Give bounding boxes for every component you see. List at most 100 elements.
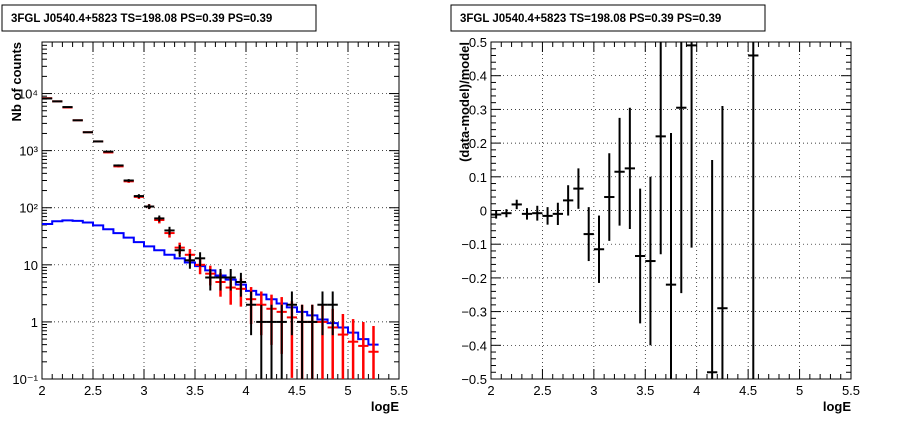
x-tick-label: 4.5 bbox=[739, 383, 757, 398]
right-chart-title: 3FGL J0540.4+5823 TS=198.08 PS=0.39 PS=0… bbox=[460, 13, 721, 25]
left-data-marks bbox=[42, 97, 379, 379]
y-tick-label: 10⁴ bbox=[18, 87, 38, 102]
residual-point bbox=[563, 185, 574, 216]
y-tick-label: 0.5 bbox=[469, 35, 487, 50]
y-tick-label: −0.4 bbox=[461, 338, 487, 353]
residual-point bbox=[717, 106, 728, 379]
x-tick-label: 3 bbox=[590, 383, 597, 398]
y-tick-label: 0 bbox=[480, 204, 487, 219]
data-point bbox=[82, 131, 93, 134]
data-point bbox=[256, 304, 267, 379]
x-tick-label: 5.5 bbox=[842, 383, 860, 398]
data-point bbox=[215, 268, 226, 291]
data-point bbox=[164, 226, 175, 235]
data-point bbox=[174, 245, 185, 257]
data-point bbox=[297, 304, 308, 379]
x-tick-label: 5.5 bbox=[390, 383, 408, 398]
residual-point bbox=[583, 207, 594, 262]
x-tick-label: 2 bbox=[38, 383, 45, 398]
model-point bbox=[368, 326, 379, 379]
data-point bbox=[113, 164, 124, 167]
x-tick-label: 3 bbox=[140, 383, 147, 398]
left-x-axis-label: logE bbox=[371, 399, 399, 414]
left-plot-frame bbox=[41, 41, 400, 380]
data-point bbox=[205, 268, 216, 291]
x-tick-label: 3.5 bbox=[636, 383, 654, 398]
x-tick-label: 5 bbox=[344, 383, 351, 398]
residual-point bbox=[532, 205, 543, 221]
data-point bbox=[276, 304, 287, 379]
residual-point bbox=[501, 209, 512, 218]
residual-point bbox=[511, 199, 522, 210]
data-point bbox=[144, 204, 155, 210]
y-tick-label: −0.2 bbox=[461, 271, 487, 286]
data-point bbox=[327, 291, 338, 336]
residual-point bbox=[686, 42, 697, 248]
model-point bbox=[358, 321, 369, 379]
data-point bbox=[62, 106, 73, 109]
right-axis-ticks: 2 2.5 3 3.5 4 4.5 5 5.5 −0.5 −0.4 −0.3 −0.2 −0.1 0 0.1… bbox=[461, 35, 860, 398]
residual-point bbox=[573, 168, 584, 209]
residual-point bbox=[593, 215, 605, 283]
data-point bbox=[286, 291, 297, 336]
residual-point bbox=[665, 132, 677, 379]
x-tick-label: 4.5 bbox=[288, 383, 306, 398]
right-title-box bbox=[450, 4, 766, 32]
y-tick-label: 10 bbox=[24, 258, 38, 273]
model-point bbox=[348, 319, 359, 379]
residual-point bbox=[521, 208, 533, 220]
data-point bbox=[195, 252, 206, 267]
data-point bbox=[133, 194, 144, 199]
x-tick-label: 3.5 bbox=[186, 383, 204, 398]
x-tick-label: 2.5 bbox=[84, 383, 102, 398]
y-tick-label: 0.2 bbox=[469, 136, 487, 151]
residual-point bbox=[707, 159, 718, 379]
data-point bbox=[246, 291, 257, 336]
data-point bbox=[266, 304, 277, 379]
x-tick-label: 5 bbox=[796, 383, 803, 398]
data-point bbox=[235, 272, 246, 297]
data-point bbox=[42, 97, 53, 100]
right-chart-panel: 2 2.5 3 3.5 4 4.5 5 5.5 −0.5 −0.4 −0.3 −0.2 −0.1 0 0.1… bbox=[450, 4, 860, 414]
y-tick-label: −0.5 bbox=[461, 372, 487, 387]
residual-point bbox=[655, 42, 666, 255]
residual-point bbox=[604, 153, 615, 241]
right-data-marks bbox=[491, 42, 759, 379]
y-tick-label: 10³ bbox=[19, 144, 38, 159]
left-chart-panel: 2 2.5 3 3.5 4 4.5 5 5.5 10⁻¹ 1 10 10² 10³ 10⁴ 3FGL J0… bbox=[1, 4, 408, 414]
left-y-axis-label: Nb of counts bbox=[9, 42, 24, 121]
data-point bbox=[93, 140, 104, 143]
data-point bbox=[52, 100, 63, 103]
model-point bbox=[337, 314, 348, 379]
x-tick-label: 2.5 bbox=[533, 383, 551, 398]
y-tick-label: 0.1 bbox=[469, 170, 487, 185]
residual-point bbox=[542, 207, 553, 225]
left-axis-ticks: 2 2.5 3 3.5 4 4.5 5 5.5 10⁻¹ 1 10 10² 10³ 10⁴ bbox=[12, 41, 408, 398]
residual-point bbox=[635, 188, 646, 324]
residual-point bbox=[676, 42, 687, 294]
residual-point bbox=[491, 210, 502, 219]
x-tick-label: 4 bbox=[242, 383, 249, 398]
x-tick-label: 4 bbox=[693, 383, 700, 398]
residual-point bbox=[614, 117, 625, 226]
y-tick-label: −0.1 bbox=[461, 237, 487, 252]
data-point bbox=[317, 291, 328, 336]
residual-point bbox=[624, 107, 635, 230]
residual-point bbox=[748, 42, 759, 379]
data-point bbox=[154, 215, 165, 222]
x-tick-label: 2 bbox=[487, 383, 494, 398]
y-tick-label: 1 bbox=[31, 315, 38, 330]
data-point bbox=[225, 268, 236, 291]
data-point bbox=[184, 254, 195, 269]
y-tick-label: −0.3 bbox=[461, 305, 487, 320]
y-tick-label: 10² bbox=[19, 201, 38, 216]
residual-point bbox=[645, 176, 656, 346]
y-tick-label: 10⁻¹ bbox=[12, 372, 38, 387]
right-x-axis-label: logE bbox=[823, 399, 851, 414]
residual-point bbox=[552, 202, 563, 225]
y-tick-label: 0.4 bbox=[469, 69, 487, 84]
data-point bbox=[123, 179, 134, 182]
left-grid bbox=[42, 42, 399, 379]
right-y-axis-label: (data-model)/model bbox=[457, 42, 472, 162]
